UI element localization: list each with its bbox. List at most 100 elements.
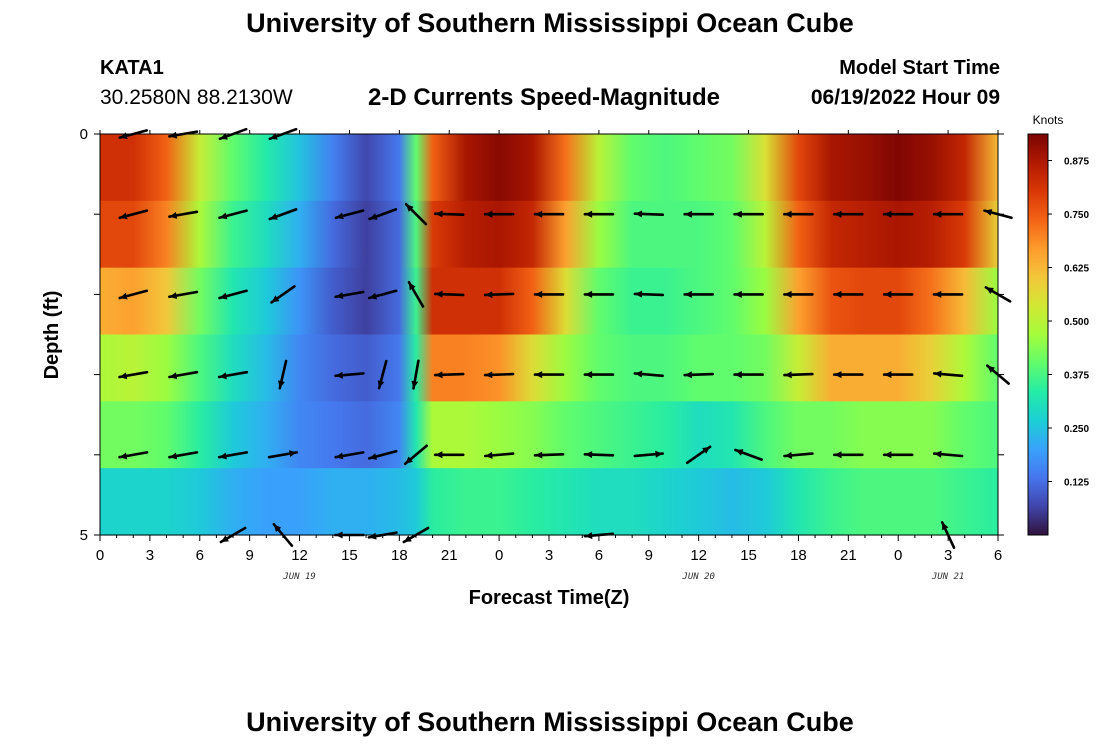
current-arrow [217,451,249,460]
x-axis-label: Forecast Time(Z) [469,587,630,609]
arrow-head [784,290,792,298]
current-arrow [411,359,420,390]
arrow-head [734,371,742,379]
current-arrow [433,451,465,459]
arrow-head [169,452,178,460]
arrow-head [584,451,593,458]
arrow-head [734,290,742,298]
current-arrow [118,451,149,460]
footer-title: University of Southern Mississippi Ocean… [246,707,854,737]
speed-heatmap [100,134,998,536]
arrow-head [219,292,228,300]
heatmap-band [100,468,998,536]
arrow-head [435,210,443,218]
current-arrow [583,371,615,379]
current-arrow [633,290,665,298]
arrow-head [987,365,995,373]
page-title: University of Southern Mississippi Ocean… [246,8,854,38]
arrow-head [406,204,414,212]
x-tick-label: 6 [595,547,603,564]
current-arrow [783,371,814,379]
current-arrow [683,210,715,218]
current-arrow [267,450,299,459]
arrow-head [834,451,842,459]
current-arrow [483,210,515,218]
x-tick-label: 15 [740,547,757,564]
arrow-head [435,290,443,298]
arrow-head [411,380,419,389]
current-arrow [633,450,665,458]
arrow-head [684,290,692,298]
arrow-head [485,451,493,459]
current-arrow [433,290,465,298]
arrow-head [584,210,593,218]
arrow-head [219,133,228,140]
arrow-head [169,212,178,219]
arrow-head [634,370,643,378]
arrow-head [269,213,278,220]
heatmap-band [100,134,998,202]
y-tick-label: 0 [80,126,88,143]
colorbar-tick-label: 0.375 [1064,371,1089,382]
chart-axes: 0 3 6 9 12 15 18 21 0 3 6 9 12 15 18 21 0 3 6 JUN 19 JUN 20 J… [80,126,1004,582]
current-arrow [832,371,864,379]
arrow-head [219,372,227,380]
colorbar: 0.875 0.750 0.625 0.500 0.375 0.250 0.125 [1027,133,1089,536]
arrow-head [934,370,942,378]
colorbar-tick-label: 0.875 [1064,157,1089,168]
arrow-head [734,210,742,218]
current-arrow [334,451,365,460]
current-arrow [334,371,365,379]
arrow-head [485,291,493,299]
arrow-head [335,212,344,220]
arrow-head [335,371,343,379]
chart-subtitle: 2-D Currents Speed-Magnitude [368,84,721,111]
x-tick-label: 12 [690,547,707,564]
x-tick-label: 18 [391,547,408,564]
arrow-head [984,209,993,216]
arrow-head [634,210,643,218]
current-arrow [334,209,365,220]
arrow-head [169,372,178,380]
current-arrow [118,209,149,220]
y-tick-label: 5 [80,527,88,544]
x-tick-label: 18 [790,547,807,564]
current-arrow [533,451,565,459]
arrow-head [784,451,792,459]
current-arrow [583,451,615,458]
model-start-time: 06/19/2022 Hour 09 [810,86,1000,109]
current-arrow [685,445,712,465]
arrow-head [702,446,711,454]
current-arrow [483,451,515,459]
arrow-head [784,371,792,379]
heatmap-band [100,334,998,402]
current-arrow [433,210,465,218]
current-arrow [168,370,199,380]
current-arrow [334,290,365,299]
model-start-label: Model Start Time [839,57,1000,79]
current-arrow [783,451,814,459]
current-arrow [882,290,914,298]
station-id: KATA1 [100,57,164,79]
arrow-head [884,210,892,218]
current-arrow [633,210,665,218]
current-arrow [882,210,914,218]
x-tick-label: 0 [96,547,104,564]
current-arrow [932,210,964,218]
current-arrow [683,371,715,379]
x-tick-label: 6 [196,547,204,564]
arrow-head [535,371,543,379]
arrow-head [535,210,543,218]
current-arrow [733,371,764,379]
current-arrow [882,451,914,459]
current-arrow [403,444,429,466]
current-arrow [368,208,398,221]
current-arrow [217,370,249,380]
heatmap-band [100,401,998,469]
arrow-head [934,450,942,458]
current-arrow [783,290,814,298]
y-axis-label: Depth (ft) [41,291,63,380]
current-arrow [483,371,515,379]
arrow-head [119,212,128,220]
colorbar-tick-label: 0.500 [1064,317,1089,328]
